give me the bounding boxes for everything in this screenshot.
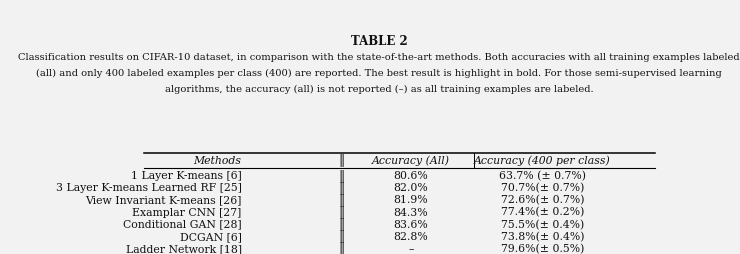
Text: algorithms, the accuracy (all) is not reported (–) as all training examples are : algorithms, the accuracy (all) is not re… bbox=[165, 85, 593, 94]
Text: Accuracy (All): Accuracy (All) bbox=[371, 155, 450, 166]
Text: ‖: ‖ bbox=[339, 170, 345, 183]
Text: Methods: Methods bbox=[194, 155, 241, 166]
Text: ‖: ‖ bbox=[339, 182, 345, 195]
Text: Examplar CNN [27]: Examplar CNN [27] bbox=[132, 208, 241, 218]
Text: ‖: ‖ bbox=[339, 194, 345, 207]
Text: 73.8%(± 0.4%): 73.8%(± 0.4%) bbox=[501, 232, 585, 242]
Text: Ladder Network [18]: Ladder Network [18] bbox=[126, 244, 241, 254]
Text: ‖: ‖ bbox=[339, 218, 345, 231]
Text: 83.6%: 83.6% bbox=[394, 220, 428, 230]
Text: 70.7%(± 0.7%): 70.7%(± 0.7%) bbox=[501, 183, 585, 194]
Text: Accuracy (400 per class): Accuracy (400 per class) bbox=[474, 155, 611, 166]
Text: 81.9%: 81.9% bbox=[394, 195, 428, 205]
Text: Conditional GAN [28]: Conditional GAN [28] bbox=[123, 220, 241, 230]
Text: ‖: ‖ bbox=[339, 230, 345, 243]
Text: ‖: ‖ bbox=[339, 206, 345, 219]
Text: 79.6%(± 0.5%): 79.6%(± 0.5%) bbox=[501, 244, 585, 254]
Text: 63.7% (± 0.7%): 63.7% (± 0.7%) bbox=[500, 171, 586, 181]
Text: ‖: ‖ bbox=[339, 154, 345, 167]
Text: 77.4%(± 0.2%): 77.4%(± 0.2%) bbox=[501, 208, 585, 218]
Text: View Invariant K-means [26]: View Invariant K-means [26] bbox=[85, 195, 241, 205]
Text: ‖: ‖ bbox=[339, 242, 345, 254]
Text: DCGAN [6]: DCGAN [6] bbox=[180, 232, 241, 242]
Text: 1 Layer K-means [6]: 1 Layer K-means [6] bbox=[131, 171, 241, 181]
Text: (all) and only 400 labeled examples per class (400) are reported. The best resul: (all) and only 400 labeled examples per … bbox=[36, 69, 722, 78]
Text: 82.0%: 82.0% bbox=[394, 183, 428, 193]
Text: 75.5%(± 0.4%): 75.5%(± 0.4%) bbox=[501, 219, 585, 230]
Text: 3 Layer K-means Learned RF [25]: 3 Layer K-means Learned RF [25] bbox=[56, 183, 241, 193]
Text: TABLE 2: TABLE 2 bbox=[351, 35, 408, 48]
Text: Classification results on CIFAR-10 dataset, in comparison with the state-of-the-: Classification results on CIFAR-10 datas… bbox=[18, 53, 740, 62]
Text: 84.3%: 84.3% bbox=[394, 208, 428, 218]
Text: –: – bbox=[408, 244, 414, 254]
Text: 72.6%(± 0.7%): 72.6%(± 0.7%) bbox=[501, 195, 585, 205]
Text: 80.6%: 80.6% bbox=[394, 171, 428, 181]
Text: 82.8%: 82.8% bbox=[394, 232, 428, 242]
